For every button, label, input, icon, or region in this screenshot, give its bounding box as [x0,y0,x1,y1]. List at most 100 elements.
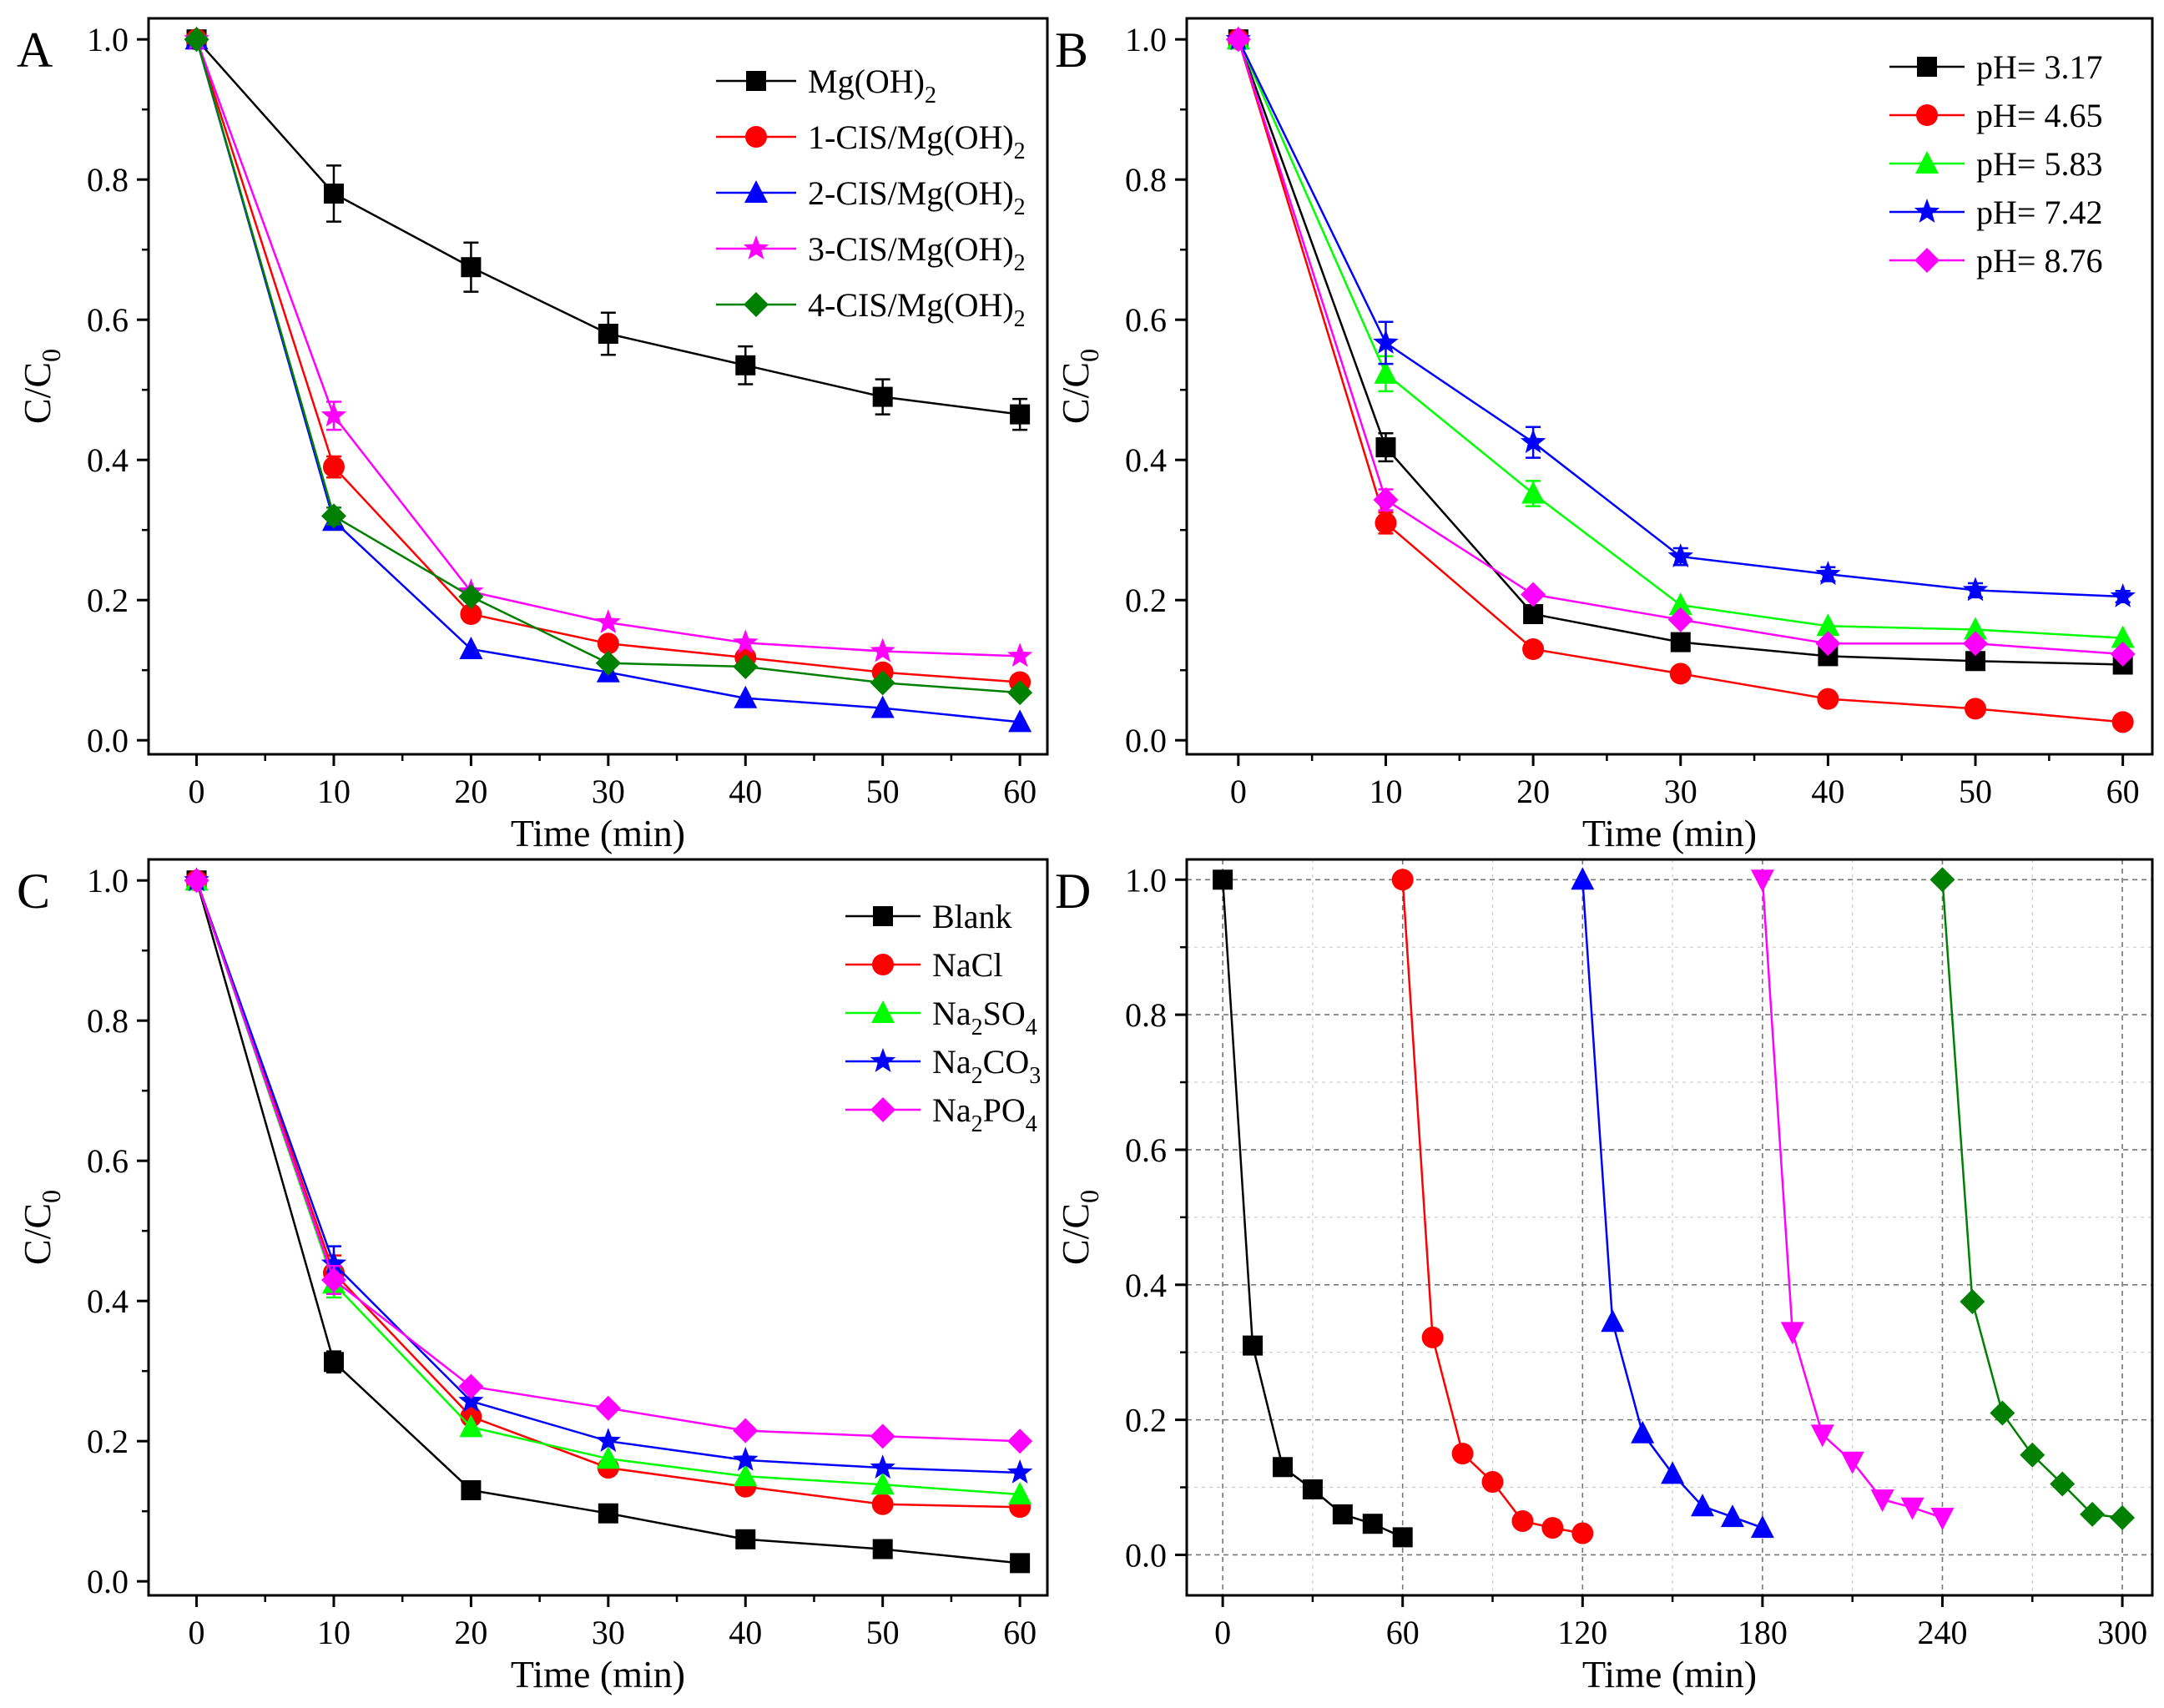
data-point [1815,561,1841,586]
data-point [595,1395,621,1421]
data-point [2110,641,2136,667]
data-point [1521,582,1546,607]
data-point [1670,632,1691,652]
data-point [2050,1471,2076,1497]
x-tick-label: 40 [729,1614,762,1651]
data-point [1522,638,1545,660]
data-point [1817,688,1839,710]
x-tick-label: 180 [1738,1614,1788,1651]
x-tick-label: 40 [729,773,762,810]
y-tick-label: 0.6 [1125,1131,1167,1169]
x-tick-label: 0 [1230,773,1247,810]
data-point [1375,437,1396,458]
data-point [320,503,346,529]
data-point [1374,360,1398,384]
x-tick-label: 20 [454,1614,487,1651]
data-point [2020,1442,2045,1468]
legend: Mg(OH)2 1-CIS/Mg(OH)2 2-CIS/Mg(OH)2 3-CIS/M… [716,63,1026,332]
axes: 0 10 20 30 40 50 60 0.0 0.2 0.4 0.6 0.8 1.0 Time (min… [1054,21,2140,854]
data-point [1963,631,1989,657]
data-point [460,603,482,625]
data-point [735,355,756,375]
legend-label: pH= 5.83 [1976,145,2102,183]
data-point [1008,709,1032,733]
data-point [597,632,619,655]
data-point [1511,1509,1534,1532]
panel-label: C [17,864,50,919]
plot-frame [1185,17,2154,756]
data-point [1870,1489,1894,1513]
data-point [870,695,895,718]
data-point [1010,1553,1031,1574]
y-tick-label: 1.0 [1125,861,1167,899]
legend-marker [1916,104,1938,126]
data-point [1720,1504,1744,1528]
data-point [1392,1527,1413,1548]
panel-label: D [1055,864,1091,919]
y-tick-label: 0.0 [87,722,129,759]
x-axis-title: Time (min) [511,1653,685,1695]
y-tick-label: 0.2 [87,582,129,619]
x-tick-label: 10 [1369,773,1402,810]
data-point [1964,617,1988,640]
panel-A: 0 10 20 30 40 50 60 0.0 0.2 0.4 0.6 0.8 1.0 Time (min… [16,17,1049,854]
axes: 0 10 20 30 40 50 60 0.0 0.2 0.4 0.6 0.8 1.0 Time (min… [16,21,1037,854]
data-point [1668,592,1692,616]
legend-item: Na2PO4 [845,1091,1037,1137]
series-3 [1571,867,1774,1539]
legend-marker [871,1000,895,1023]
legend-marker [746,71,766,91]
data-point [1007,1428,1033,1454]
series-4 [1750,869,1955,1530]
legend-item: pH= 7.42 [1889,194,2102,231]
data-point [1008,1482,1032,1505]
legend-marker [870,1097,895,1122]
legend-item: Blank [845,898,1012,935]
legend-marker [1914,199,1940,223]
x-axis-title: Time (min) [1582,812,1757,854]
data-point [1481,1471,1504,1494]
data-point [1520,429,1546,454]
data-point [1571,867,1595,890]
legend-marker [743,235,769,259]
data-point [1375,511,1397,534]
x-tick-label: 40 [1811,773,1844,810]
data-point [870,1423,895,1449]
x-tick-label: 10 [317,1614,351,1651]
legend-label: pH= 7.42 [1976,194,2102,231]
series-5 [184,868,1033,1454]
series-4 [184,867,1033,1484]
legend-label: 4-CIS/Mg(OH)2 [808,286,1026,332]
x-axis-title: Time (min) [511,812,685,854]
series-5 [1225,27,2136,667]
data-point [1421,1326,1444,1348]
y-tick-label: 0.6 [87,1142,129,1180]
data-point [1990,1400,2015,1426]
data-point [598,324,618,344]
data-point [870,670,895,696]
data-point [1601,1309,1625,1333]
axes: 0 10 20 30 40 50 60 0.0 0.2 0.4 0.6 0.8 1.0 Time (min… [16,862,1037,1695]
x-tick-label: 20 [454,773,487,810]
y-tick-label: 0.2 [87,1423,129,1460]
x-tick-label: 50 [866,773,900,810]
data-point [734,1464,758,1487]
y-tick-label: 1.0 [87,21,129,58]
data-point [458,584,484,609]
data-point [598,1503,618,1524]
legend-label: pH= 3.17 [1976,48,2102,86]
x-tick-label: 60 [2106,773,2140,810]
panel-B: 0 10 20 30 40 50 60 0.0 0.2 0.4 0.6 0.8 1.0 Time (min… [1054,17,2154,854]
data-point [323,184,344,204]
data-point [1451,1443,1474,1465]
legend-marker [870,1048,896,1072]
x-tick-label: 30 [592,1614,625,1651]
data-point [1362,1514,1383,1534]
legend-label: NaCl [932,946,1002,984]
data-point [184,868,209,894]
y-tick-label: 0.0 [1125,722,1167,759]
y-tick-label: 0.6 [87,301,129,339]
y-tick-label: 0.4 [87,441,129,479]
data-point [1225,27,1251,53]
data-point [1815,631,1841,657]
